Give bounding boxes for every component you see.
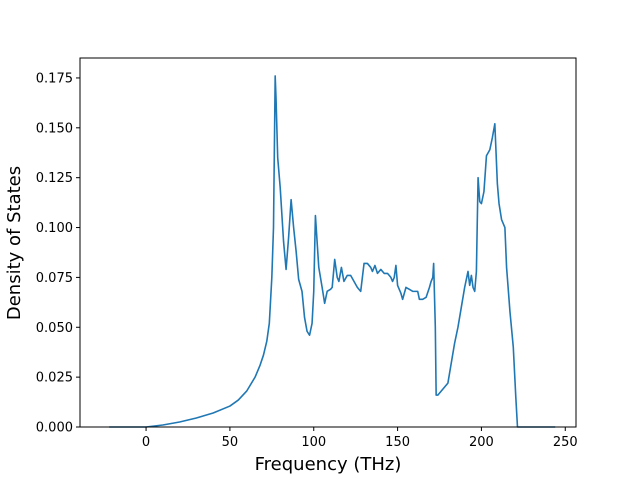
y-axis-label: Density of States	[4, 166, 25, 320]
x-tick-label: 150	[385, 435, 410, 450]
y-axis: 0.000 0.025 0.050 0.075 0.100 0.125 0.150 0.175	[36, 71, 80, 436]
series-line-0	[109, 75, 556, 428]
x-tick-label: 50	[222, 435, 239, 450]
x-tick-label: 100	[301, 435, 326, 450]
axes-frame	[79, 57, 577, 428]
y-tick-label: 0.075	[36, 271, 73, 286]
y-tick-label: 0.125	[36, 171, 73, 186]
y-tick-label: 0.025	[36, 371, 73, 386]
x-tick-label: 0	[142, 435, 150, 450]
y-tick-label: 0.100	[36, 221, 73, 236]
x-tick-label: 200	[469, 435, 494, 450]
plot-area	[79, 57, 577, 428]
x-tick-label: 250	[553, 435, 578, 450]
y-tick-label: 0.050	[36, 321, 73, 336]
y-tick-label: 0.175	[36, 71, 73, 86]
y-tick-label: 0.150	[36, 121, 73, 136]
x-axis-label: Frequency (THz)	[255, 454, 402, 475]
y-tick-label: 0.000	[36, 421, 73, 436]
x-axis: 0 50 100 150 200 250	[142, 427, 578, 450]
